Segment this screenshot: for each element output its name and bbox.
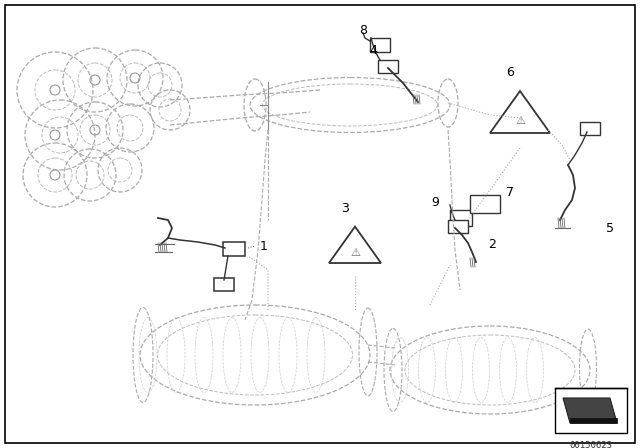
Bar [214, 278, 234, 291]
Bar [450, 210, 472, 226]
Polygon shape [570, 418, 617, 423]
Bar [555, 388, 627, 433]
Bar [223, 242, 245, 256]
Text: 3: 3 [341, 202, 349, 215]
Text: 6: 6 [506, 65, 514, 78]
Bar [580, 122, 600, 135]
Text: 7: 7 [506, 185, 514, 198]
Text: 5: 5 [606, 221, 614, 234]
Text: 1: 1 [260, 240, 268, 253]
Text: 4: 4 [369, 43, 377, 56]
Text: 00150623: 00150623 [570, 441, 612, 448]
Text: ⚠: ⚠ [350, 248, 360, 258]
Text: 2: 2 [488, 238, 496, 251]
Polygon shape [563, 398, 617, 423]
Bar [378, 60, 398, 73]
Bar [448, 220, 468, 233]
Text: 9: 9 [431, 195, 439, 208]
Text: ⚠: ⚠ [515, 116, 525, 126]
Text: 8: 8 [359, 23, 367, 36]
Bar [370, 38, 390, 52]
Bar [470, 195, 500, 213]
